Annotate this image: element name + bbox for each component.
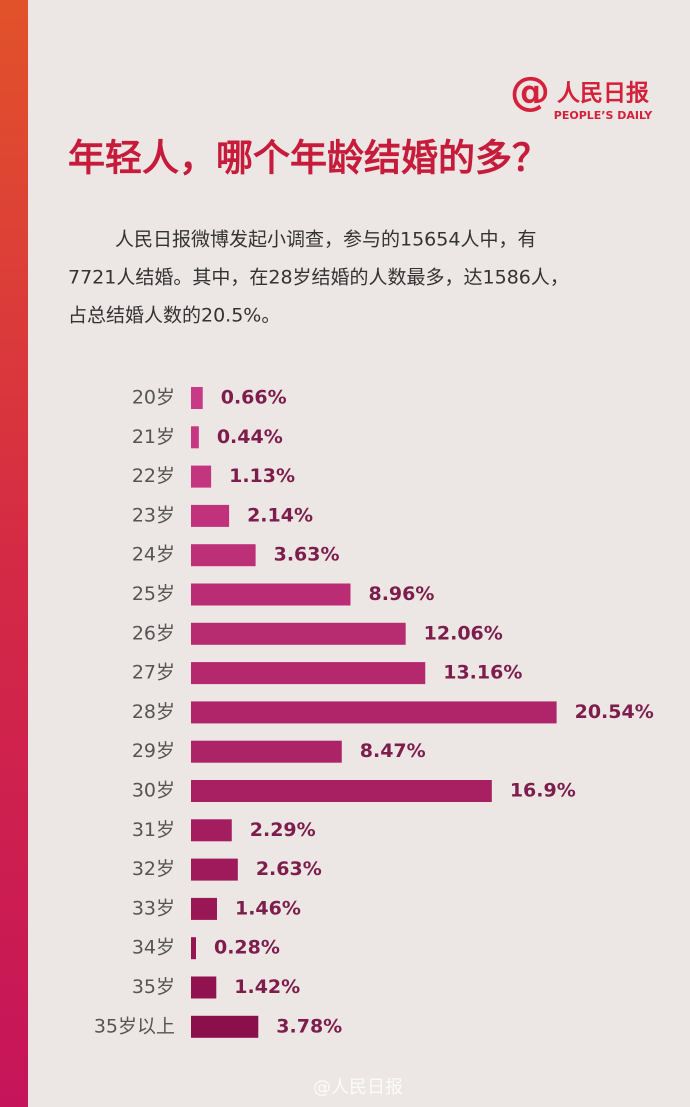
category-label: 35岁以上 <box>94 1015 175 1037</box>
bar <box>191 819 232 842</box>
bar <box>191 426 199 449</box>
value-label: 0.66% <box>221 387 287 409</box>
value-label: 20.54% <box>575 701 654 723</box>
value-label: 2.14% <box>247 504 313 526</box>
bar <box>191 583 351 606</box>
chart-title: 年轻人，哪个年龄结婚的多？ <box>68 137 549 180</box>
bar <box>191 858 238 881</box>
bar <box>191 897 217 920</box>
category-label: 20岁 <box>132 387 175 409</box>
value-label: 16.9% <box>510 780 576 802</box>
bar <box>191 544 256 567</box>
value-label: 1.42% <box>234 976 300 998</box>
bar <box>191 937 196 960</box>
category-label: 21岁 <box>132 426 175 448</box>
description-line: 占总结婚人数的20.5%。 <box>68 305 280 327</box>
watermark: @人民日报 <box>313 1077 403 1098</box>
logo-english: PEOPLE’S DAILY <box>554 109 653 122</box>
description-line: 7721人结婚。其中，在28岁结婚的人数最多，达1586人， <box>68 267 569 289</box>
bar <box>191 740 342 763</box>
logo-mark: @ <box>510 69 550 115</box>
value-label: 3.63% <box>274 544 340 566</box>
category-label: 26岁 <box>132 622 175 644</box>
bar <box>191 780 492 802</box>
category-label: 31岁 <box>132 819 175 841</box>
category-label: 25岁 <box>132 583 175 605</box>
category-label: 33岁 <box>132 897 175 919</box>
value-label: 1.13% <box>229 465 295 487</box>
value-label: 1.46% <box>235 897 301 919</box>
category-label: 28岁 <box>132 701 175 723</box>
value-label: 2.63% <box>256 858 322 880</box>
bar <box>191 701 557 724</box>
bar <box>191 1015 259 1038</box>
category-label: 29岁 <box>132 740 175 762</box>
description-line: 人民日报微博发起小调查，参与的15654人中，有 <box>115 229 536 251</box>
bar <box>191 976 217 999</box>
category-label: 35岁 <box>132 976 175 998</box>
category-label: 23岁 <box>132 504 175 526</box>
category-label: 27岁 <box>132 662 175 684</box>
bar <box>191 662 426 685</box>
category-label: 30岁 <box>132 780 175 802</box>
value-label: 0.28% <box>214 937 280 959</box>
logo-name: 人民日报 <box>557 81 649 107</box>
value-label: 8.47% <box>360 740 426 762</box>
value-label: 0.44% <box>217 426 283 448</box>
value-label: 3.78% <box>276 1015 342 1037</box>
bar <box>191 465 212 488</box>
bar <box>191 504 230 527</box>
bar <box>191 622 406 645</box>
category-label: 24岁 <box>132 544 175 566</box>
category-label: 32岁 <box>132 858 175 880</box>
bar <box>191 387 203 409</box>
category-label: 22岁 <box>132 465 175 487</box>
value-label: 2.29% <box>250 819 316 841</box>
side-stripe <box>0 0 28 1107</box>
value-label: 12.06% <box>424 622 503 644</box>
value-label: 13.16% <box>443 662 522 684</box>
category-label: 34岁 <box>132 937 175 959</box>
value-label: 8.96% <box>368 583 434 605</box>
